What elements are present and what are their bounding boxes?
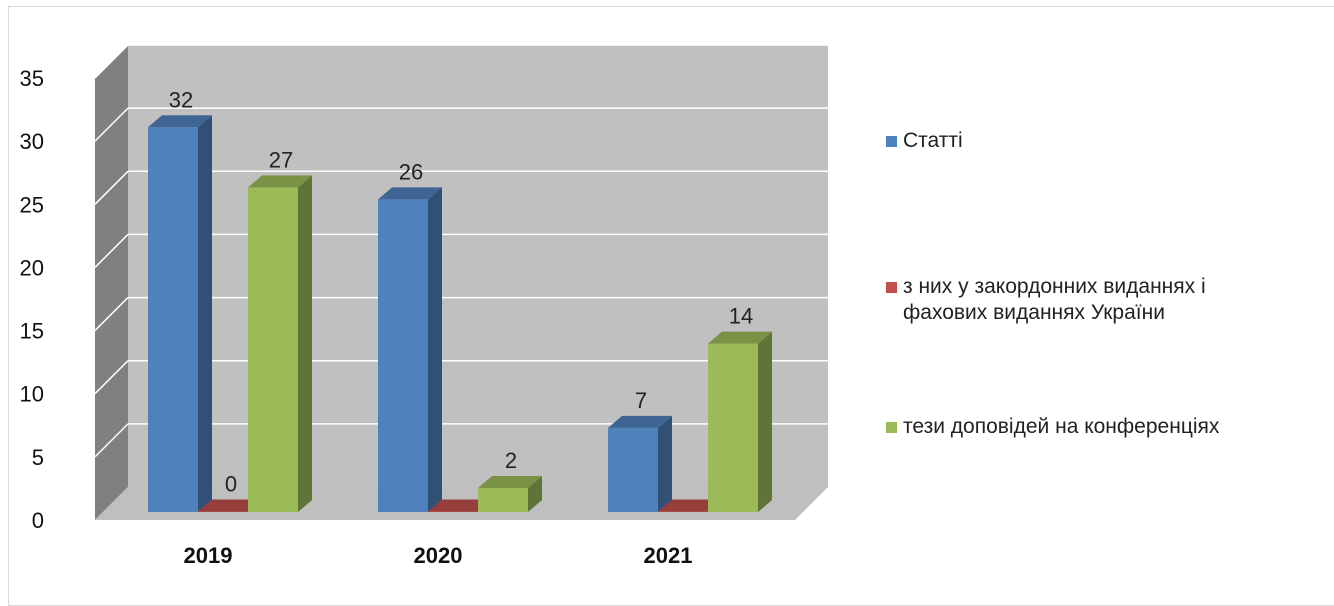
bar-front: [428, 511, 478, 512]
y-tick-label: 15: [20, 319, 44, 344]
bar: [608, 415, 672, 512]
gridline: [94, 297, 129, 332]
gridline: [94, 44, 129, 79]
x-tick-label: 2020: [414, 543, 463, 568]
y-tick-label: 25: [20, 192, 44, 217]
bar-top: [708, 331, 772, 344]
legend-item: Статті: [886, 128, 963, 154]
bar-front: [248, 187, 298, 512]
y-tick-label: 30: [20, 129, 44, 154]
bar-front: [148, 127, 198, 512]
legend-label: з них у закордонних виданнях і фахових в…: [903, 275, 1206, 324]
data-label: 7: [635, 388, 647, 413]
legend-item: тези доповідей на конференціях: [886, 414, 1219, 440]
gridline: [94, 233, 129, 268]
bar-top: [478, 475, 542, 488]
bar: [248, 175, 312, 512]
legend-item: з них у закордонних виданнях і фахових в…: [886, 274, 1206, 326]
legend-label: Статті: [903, 129, 963, 152]
data-label: 26: [399, 159, 423, 184]
gridline: [94, 423, 129, 458]
bar-side: [658, 415, 672, 512]
y-tick-label: 5: [32, 445, 44, 470]
gridline: [94, 107, 129, 142]
bar-side: [528, 475, 542, 512]
gridline: [94, 170, 129, 205]
bar-front: [478, 487, 528, 512]
gridline: [94, 360, 129, 395]
bar: [148, 115, 212, 512]
legend-swatch: [886, 422, 897, 433]
bar-top: [198, 499, 262, 512]
y-tick-label: 35: [20, 66, 44, 91]
data-label: 14: [729, 304, 753, 329]
data-label: 2: [505, 448, 517, 473]
legend-swatch: [886, 136, 897, 147]
bar: [478, 475, 542, 512]
data-label: 0: [225, 472, 237, 497]
bar-top: [148, 115, 212, 128]
chart-legend: Статті з них у закордонних виданнях і фах…: [886, 118, 1334, 478]
y-tick-label: 20: [20, 255, 44, 280]
bar-top: [378, 187, 442, 200]
bar-front: [608, 427, 658, 512]
bar-side: [198, 115, 212, 512]
legend-swatch: [886, 282, 897, 293]
legend-label: тези доповідей на конференціях: [903, 415, 1220, 438]
bar-side: [298, 175, 312, 512]
bar-side: [758, 331, 772, 512]
bar-top: [428, 499, 492, 512]
side-wall: [95, 45, 128, 520]
bar-top: [658, 499, 722, 512]
bar-top: [608, 415, 672, 428]
bar-front: [378, 199, 428, 512]
bar-front: [658, 511, 708, 512]
bar-front: [198, 511, 248, 512]
bar: [378, 187, 442, 512]
bar-top: [248, 175, 312, 188]
data-label: 27: [269, 147, 293, 172]
data-label: 32: [169, 87, 193, 112]
bar-side: [428, 187, 442, 512]
bar: [708, 331, 772, 512]
x-tick-label: 2019: [184, 543, 233, 568]
bar-front: [708, 343, 758, 512]
x-tick-label: 2021: [644, 543, 693, 568]
y-tick-label: 10: [20, 382, 44, 407]
y-tick-label: 0: [32, 508, 44, 533]
